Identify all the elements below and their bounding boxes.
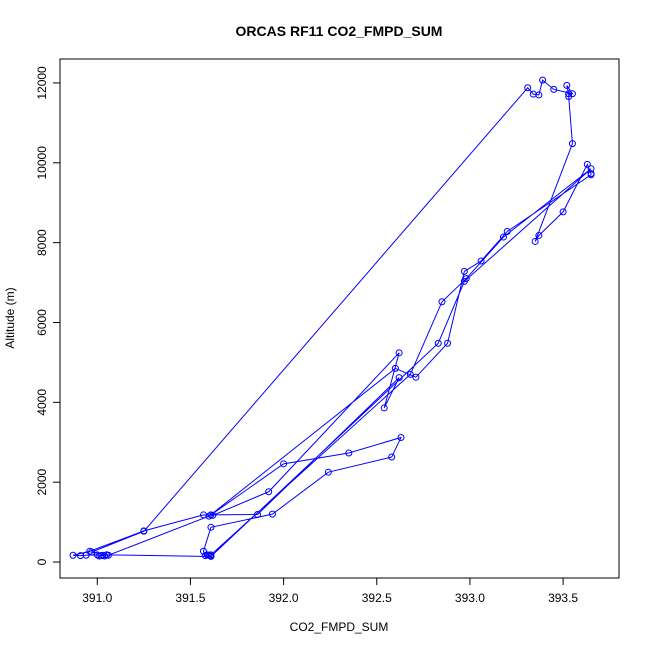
data-point	[140, 527, 148, 535]
x-tick-label: 391.5	[175, 591, 205, 605]
data-point	[568, 90, 576, 98]
data-point	[324, 468, 332, 476]
series-layer	[72, 79, 592, 557]
y-tick-label: 2000	[35, 469, 49, 496]
data-point	[207, 551, 215, 559]
data-point	[391, 364, 399, 372]
data-point	[88, 548, 96, 556]
data-point	[529, 90, 537, 98]
y-tick-label: 0	[35, 558, 49, 565]
plot-frame	[59, 58, 620, 579]
data-point	[460, 267, 468, 275]
data-point	[406, 370, 414, 378]
points-layer	[69, 76, 595, 560]
data-point	[563, 81, 571, 89]
x-axis: 391.0 391.5 392.0 392.5 393.0 393.5	[82, 577, 578, 605]
data-point	[434, 339, 442, 347]
x-tick-label: 393.0	[455, 591, 485, 605]
data-point	[503, 227, 511, 235]
data-point	[207, 523, 215, 531]
data-point	[559, 208, 567, 216]
data-point	[524, 84, 532, 92]
data-point	[101, 552, 109, 560]
data-point	[345, 449, 353, 457]
y-axis: 0 2000 4000 6000 8000 10000 12000	[35, 66, 61, 565]
data-point	[531, 237, 539, 245]
chart-title: ORCAS RF11 CO2_FMPD_SUM	[236, 23, 443, 39]
x-axis-label: CO2_FMPD_SUM	[290, 620, 389, 634]
data-point	[397, 433, 405, 441]
x-tick-label: 393.5	[548, 591, 578, 605]
data-point	[477, 257, 485, 265]
data-point	[103, 551, 111, 559]
data-point	[395, 374, 403, 382]
data-point	[395, 349, 403, 357]
data-point	[568, 140, 576, 148]
y-axis-label: Altitude (m)	[3, 287, 17, 348]
data-point	[380, 404, 388, 412]
data-point	[254, 511, 262, 519]
data-point	[199, 547, 207, 555]
y-tick-label: 4000	[35, 389, 49, 416]
data-point	[539, 76, 547, 84]
series-line	[72, 79, 592, 557]
data-point	[565, 90, 573, 98]
data-point	[535, 231, 543, 239]
data-point	[462, 275, 470, 283]
data-point	[69, 551, 77, 559]
x-tick-label: 392.5	[362, 591, 392, 605]
data-point	[209, 511, 217, 519]
data-point	[280, 460, 288, 468]
x-tick-label: 392.0	[269, 591, 299, 605]
y-tick-label: 6000	[35, 309, 49, 336]
data-point	[438, 298, 446, 306]
data-point	[583, 160, 591, 168]
x-tick-label: 391.0	[82, 591, 112, 605]
data-point	[265, 488, 273, 496]
data-point	[587, 165, 595, 173]
y-tick-label: 12000	[35, 66, 49, 100]
y-tick-label: 8000	[35, 229, 49, 256]
data-point	[82, 551, 90, 559]
data-point	[550, 85, 558, 93]
data-point	[444, 339, 452, 347]
data-point	[268, 510, 276, 518]
data-point	[499, 233, 507, 241]
y-tick-label: 10000	[35, 146, 49, 180]
data-point	[205, 512, 213, 520]
data-point	[587, 170, 595, 178]
data-point	[388, 453, 396, 461]
data-point	[412, 373, 420, 381]
